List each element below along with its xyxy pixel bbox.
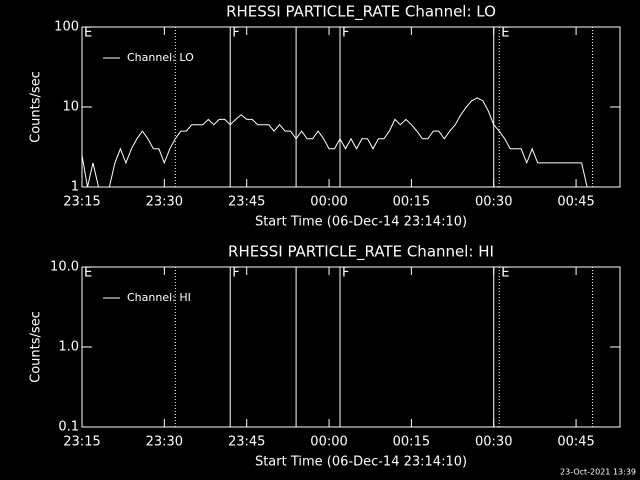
y-tick-label: 1 xyxy=(71,180,79,195)
x-tick-label: 23:45 xyxy=(228,195,265,210)
x-tick-label: 23:30 xyxy=(146,435,183,450)
event-label: F xyxy=(342,26,349,41)
event-label: E xyxy=(501,26,509,41)
y-axis-title: Counts/sec xyxy=(29,311,44,383)
x-tick-label: 23:15 xyxy=(63,195,100,210)
x-tick-label: 23:45 xyxy=(228,435,265,450)
event-label: F xyxy=(232,26,239,41)
y-tick-label: 10 xyxy=(62,100,79,115)
x-tick-label: 00:15 xyxy=(393,195,430,210)
y-tick-label: 10.0 xyxy=(50,260,79,275)
y-tick-label: 1.0 xyxy=(58,340,79,355)
x-axis-title: Start Time (06-Dec-14 23:14:10) xyxy=(255,215,467,230)
event-label: F xyxy=(342,266,349,281)
y-tick-label: 0.1 xyxy=(58,420,79,435)
x-tick-label: 00:15 xyxy=(393,435,430,450)
x-tick-label: 23:30 xyxy=(146,195,183,210)
y-tick-label: 100 xyxy=(54,20,79,35)
x-tick-label: 00:45 xyxy=(557,435,594,450)
x-tick-label: 23:15 xyxy=(63,435,100,450)
x-tick-label: 00:00 xyxy=(310,435,347,450)
legend-label: Channel: LO xyxy=(127,51,194,64)
x-tick-label: 00:30 xyxy=(475,435,512,450)
series-line xyxy=(81,97,588,188)
legend-label: Channel: HI xyxy=(127,291,191,304)
footer-timestamp: 23-Oct-2021 13:39 xyxy=(560,468,636,477)
event-label: E xyxy=(84,266,92,281)
event-label: E xyxy=(501,266,509,281)
x-tick-label: 00:00 xyxy=(310,195,347,210)
chart-title: RHESSI PARTICLE_RATE Channel: LO xyxy=(226,3,496,22)
event-label: F xyxy=(232,266,239,281)
chart-title: RHESSI PARTICLE_RATE Channel: HI xyxy=(228,243,494,262)
x-axis-title: Start Time (06-Dec-14 23:14:10) xyxy=(255,455,467,470)
x-tick-label: 00:30 xyxy=(475,195,512,210)
y-axis-title: Counts/sec xyxy=(29,71,44,143)
x-tick-label: 00:45 xyxy=(557,195,594,210)
event-label: E xyxy=(84,26,92,41)
